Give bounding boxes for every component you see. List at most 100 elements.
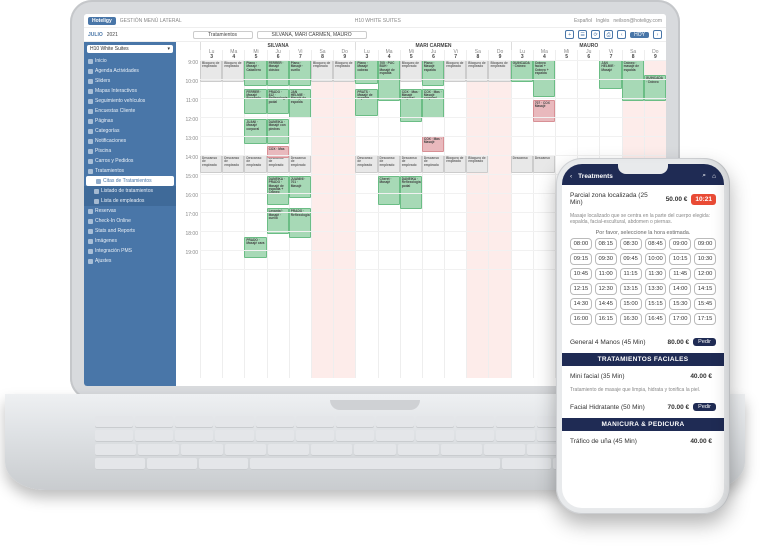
nav-icon — [88, 169, 93, 174]
sidebar-item[interactable]: Integración PMS — [84, 246, 176, 256]
topbar-subtitle: GESTIÓN MENÚ LATERAL — [120, 18, 182, 24]
nav-icon — [88, 109, 93, 114]
day-header: Ju6 — [267, 50, 289, 60]
calendar-event[interactable]: JAN HELMIE · Masajé de espalda — [289, 89, 311, 118]
day-header: Ju6 — [422, 50, 444, 60]
calendar-event[interactable]: Descanso de empleado — [355, 155, 377, 173]
calendar-event[interactable]: PRADO · 812 · Reflexología podal — [267, 89, 289, 115]
calendar-event[interactable]: Plano · Masajé espalda — [422, 60, 444, 86]
calendar-event[interactable]: COX · Mas · Masajé — [422, 136, 444, 152]
nav-icon — [88, 79, 93, 84]
calendar-event[interactable]: PRADO · Masajé cara — [244, 237, 266, 259]
sidebar-item[interactable]: Check-In Online — [84, 216, 176, 226]
day-column[interactable] — [466, 60, 488, 378]
calendar-event[interactable]: Descanso de empleado — [400, 155, 422, 173]
calendar-event[interactable]: JUANINI · 701 · Masajé — [289, 176, 311, 198]
day-header: Mi5 — [555, 50, 577, 60]
day-header-row: Lu3Ma4Mi5Ju6Vi7Sa8Do9Lu3Ma4Mi5Ju6Vi7Sa8D… — [200, 50, 666, 60]
nav-icon — [88, 99, 93, 104]
calendar-event[interactable]: Descanso — [533, 155, 555, 173]
refresh-icon[interactable]: ⟳ — [591, 30, 600, 39]
day-header: Lu3 — [355, 50, 377, 60]
lang-en[interactable]: Inglés — [596, 18, 609, 24]
calendar-event[interactable]: DANEIKA · PRADO · Masajé de espalda + Cr… — [267, 176, 289, 205]
calendar-event[interactable]: DANEIKA · Masajé con piedras — [267, 119, 289, 145]
nav-icon — [88, 89, 93, 94]
add-icon[interactable]: + — [565, 30, 574, 39]
calendar-event[interactable]: Cheret · Masajé — [378, 176, 400, 205]
day-column[interactable] — [444, 60, 466, 378]
day-column[interactable] — [311, 60, 333, 378]
day-header: Ju6 — [577, 50, 599, 60]
day-column[interactable] — [200, 60, 222, 378]
day-header: Vi7 — [289, 50, 311, 60]
sidebar-item[interactable]: Stats and Reports — [84, 226, 176, 236]
day-column[interactable] — [222, 60, 244, 378]
nav-icon — [88, 229, 93, 234]
day-header: Ma4 — [378, 50, 400, 60]
sidebar-item[interactable]: Páginas — [84, 116, 176, 126]
sidebar-item[interactable]: Encuestas Cliente — [84, 106, 176, 116]
calendar-event[interactable]: Plano · Masajé cabeza — [355, 60, 377, 84]
day-header: Lu3 — [511, 50, 533, 60]
sidebar-item[interactable]: Reservas — [84, 206, 176, 216]
calendar-event[interactable]: Bloqueo de empleado — [466, 155, 488, 173]
calendar-event[interactable]: Bloqueo de empleado — [444, 155, 466, 173]
today-button[interactable]: HOY — [630, 32, 649, 38]
calendar-event[interactable]: Descanso de empleado — [289, 155, 311, 173]
day-column[interactable] — [333, 60, 355, 378]
lang-es[interactable]: Español — [574, 18, 592, 24]
day-header: Ma4 — [533, 50, 555, 60]
sidebar-item[interactable]: Categorías — [84, 126, 176, 136]
phone-mockup: ‹ Treatments ⌕ ⌂ Parcial zona localizada… — [556, 158, 730, 514]
sidebar-item[interactable]: Notificaciones — [84, 136, 176, 146]
calendar-event[interactable]: Descanso — [511, 155, 533, 173]
sidebar-item[interactable]: Citas de Tratamientos — [86, 176, 174, 186]
calendar-event[interactable]: FERRER · Masajé Brozeado — [244, 89, 266, 115]
sidebar-item[interactable]: Agenda Actividades — [84, 66, 176, 76]
next-icon[interactable]: › — [653, 30, 662, 39]
sidebar-item[interactable]: Inicio — [84, 56, 176, 66]
calendar-event[interactable]: Descanso de empleado — [378, 155, 400, 173]
calendar-event[interactable]: Descanso de empleado — [222, 155, 244, 173]
day-column[interactable] — [511, 60, 533, 378]
calendar-event[interactable]: Plano · Masajé · Caballero — [244, 60, 266, 86]
sidebar-item[interactable]: Tratamientos — [84, 166, 176, 176]
sidebar: H10 White Suites▾ InicioAgenda Actividad… — [84, 42, 176, 386]
sidebar-item[interactable]: Imágenes — [84, 236, 176, 246]
nav-icon — [88, 69, 93, 74]
hotel-selector[interactable]: H10 White Suites▾ — [87, 45, 173, 53]
user-email[interactable]: neilson@hoteligy.com — [613, 18, 662, 24]
calendar-event[interactable]: 705 · PUC BUH · Masajé de espalda — [378, 60, 400, 101]
calendar-event[interactable]: Descanso de empleado — [200, 155, 222, 173]
select-employees[interactable]: SILVANA, MARI CARMEN, MAURO — [257, 31, 367, 39]
nav-icon — [88, 149, 93, 154]
calendar-event[interactable]: Plano · Masajé · cuello — [289, 60, 311, 86]
calendar-event[interactable]: Cráneo · masajé de espalda — [622, 60, 644, 101]
day-column[interactable] — [488, 60, 510, 378]
print-icon[interactable]: ⎙ — [604, 30, 613, 39]
calendar-event[interactable]: FERRER · Masajé clásico — [267, 60, 289, 86]
nav-icon — [88, 249, 93, 254]
sidebar-item[interactable]: Lista de empleados — [84, 196, 176, 206]
calendar-event[interactable]: Descanso de empleado — [422, 155, 444, 173]
select-type[interactable]: Tratamientos — [193, 31, 253, 39]
calendar-event[interactable]: 707 · COX Masajé — [533, 100, 555, 122]
sidebar-item[interactable]: Mapas Interactivos — [84, 86, 176, 96]
calendar-event[interactable]: PRATS · Masajé de espalda — [355, 89, 377, 117]
calendar-event[interactable]: JUANI · Masajé corporal — [244, 119, 266, 145]
calendar-event[interactable]: Descanso de empleado — [244, 155, 266, 173]
prev-icon[interactable]: ‹ — [617, 30, 626, 39]
sidebar-item[interactable]: Carros y Pedidos — [84, 156, 176, 166]
sidebar-item[interactable]: Listado de tratamientos — [84, 186, 176, 196]
filter-icon[interactable]: ☰ — [578, 30, 587, 39]
sidebar-item[interactable]: Ajustes — [84, 256, 176, 266]
nav-icon — [88, 219, 93, 224]
sidebar-item[interactable]: Piscina — [84, 146, 176, 156]
sidebar-item[interactable]: Seguimiento vehículos — [84, 96, 176, 106]
day-column[interactable] — [378, 60, 400, 378]
calendar-event[interactable]: JAN HELMIE · Masajé — [599, 60, 621, 89]
day-header: Do9 — [644, 50, 666, 60]
calendar-event[interactable]: COX · Mas · Masajé corporal — [422, 89, 444, 118]
sidebar-item[interactable]: Sliders — [84, 76, 176, 86]
